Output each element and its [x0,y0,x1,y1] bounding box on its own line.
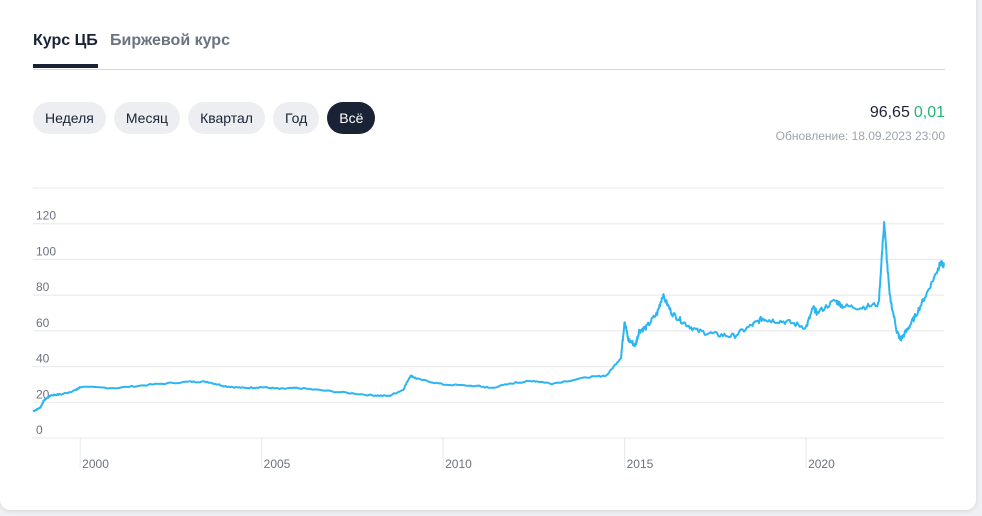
rate-series-line [32,220,945,413]
tabs: Курс ЦБ Биржевой курс [33,0,945,70]
period-selector: Неделя Месяц Квартал Год Всё [33,102,376,134]
period-all-button[interactable]: Всё [327,102,376,134]
period-quarter-button[interactable]: Квартал [188,102,265,134]
y-tick-label: 20 [36,387,50,401]
x-tick-label: 2020 [808,457,835,471]
y-tick-label: 40 [36,352,50,366]
update-time: Обновление: 18.09.2023 23:00 [775,129,945,143]
tab-cb-rate[interactable]: Курс ЦБ [33,32,98,68]
rate-change: 0,01 [913,104,945,121]
x-tick-label: 2000 [82,457,109,471]
rate-value: 96,65 [869,104,910,121]
x-tick-label: 2015 [627,457,654,471]
x-tick-label: 2010 [445,457,472,471]
y-tick-label: 0 [36,423,43,437]
y-tick-label: 60 [36,316,50,330]
x-tick-label: 2005 [264,457,291,471]
tab-exchange-rate[interactable]: Биржевой курс [110,32,230,49]
y-tick-label: 120 [36,209,56,223]
period-week-button[interactable]: Неделя [33,102,106,134]
y-tick-label: 80 [36,280,50,294]
period-month-button[interactable]: Месяц [113,102,181,134]
period-year-button[interactable]: Год [272,102,320,134]
current-rate: 96,65 0,01 [870,104,945,122]
y-tick-label: 100 [36,244,56,258]
